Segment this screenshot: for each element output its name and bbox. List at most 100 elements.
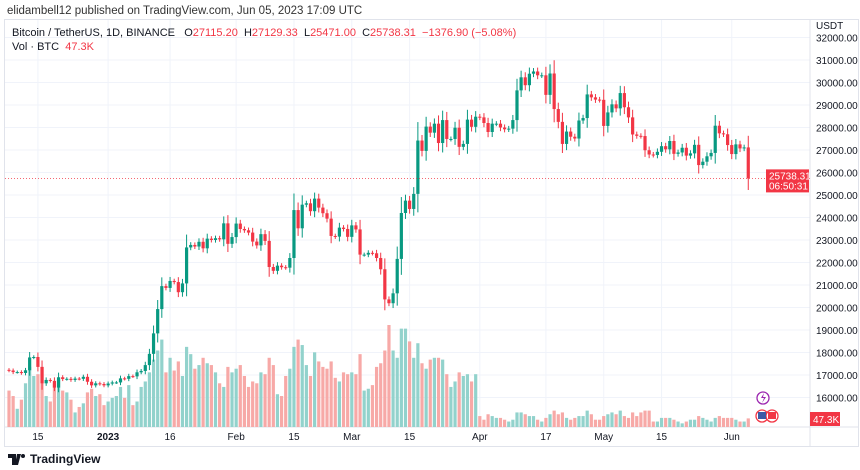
candle-body <box>391 293 395 304</box>
candle-body <box>292 210 296 258</box>
candle-body <box>449 138 453 140</box>
tradingview-footer[interactable]: TradingView <box>8 452 100 466</box>
volume-bar <box>168 357 172 427</box>
last-volume-badge <box>810 412 840 426</box>
candle-body <box>98 383 102 385</box>
volume-bar <box>474 374 478 427</box>
candle-body <box>626 107 631 118</box>
volume-bar <box>69 399 73 427</box>
volume-bar <box>589 414 593 427</box>
open-label: O <box>184 27 193 39</box>
volume-bar <box>110 397 114 427</box>
volume-bar <box>325 368 329 427</box>
volume-bar <box>449 386 453 427</box>
candle-body <box>189 244 193 248</box>
candle-body <box>552 73 556 110</box>
publisher-line: elidambell12 published on TradingView.co… <box>7 5 363 17</box>
candle-body <box>118 378 123 383</box>
y-tick-label: 18000.00 <box>816 349 858 360</box>
volume-bar <box>56 379 61 427</box>
volume-bar <box>251 381 255 427</box>
candle-body <box>296 210 300 229</box>
volume-bar <box>527 416 531 427</box>
candle-body <box>350 225 354 237</box>
volume-bar <box>453 381 457 427</box>
volume-bar <box>556 414 560 427</box>
volume-bar <box>697 416 701 427</box>
candle-body <box>279 265 284 268</box>
symbol-title[interactable]: Bitcoin / TetherUS, 1D, BINANCE <box>12 27 176 39</box>
y-tick-label: 22000.00 <box>816 259 858 270</box>
volume-bar <box>135 401 139 427</box>
candle-body <box>32 357 36 358</box>
volume-bar <box>391 350 395 427</box>
candle-body <box>527 73 531 86</box>
candle-body <box>420 140 424 151</box>
y-tick-label: 28000.00 <box>816 124 858 135</box>
volume-bar <box>267 357 271 427</box>
y-tick-label: 19000.00 <box>816 326 858 337</box>
candle-body <box>317 198 321 208</box>
candle-body <box>453 127 457 139</box>
candle-body <box>507 128 511 130</box>
candle-body <box>333 235 337 237</box>
candle-body <box>709 152 713 157</box>
candle-body <box>680 147 684 153</box>
candle-body <box>263 234 267 241</box>
candle-body <box>540 75 544 77</box>
candle-body <box>560 121 565 144</box>
candle-body <box>73 378 77 380</box>
volume-bar <box>160 339 164 427</box>
candle-body <box>746 147 750 179</box>
candle-body <box>288 258 292 268</box>
candle-body <box>684 147 688 156</box>
x-tick-label: Mar <box>343 432 361 443</box>
candle-body <box>408 200 412 209</box>
candle-body <box>102 384 106 386</box>
candle-body <box>564 131 569 144</box>
volume-bar <box>234 368 238 427</box>
y-tick-label: 26000.00 <box>816 169 858 180</box>
close-value: 25738.31 <box>370 27 416 39</box>
y-tick-label: 29000.00 <box>816 101 858 112</box>
volume-bar <box>44 396 48 427</box>
candle-body <box>193 244 197 247</box>
tradingview-logo-icon <box>8 453 25 465</box>
volume-bar <box>408 341 412 427</box>
volume-bar <box>337 381 341 427</box>
candle-body <box>48 379 52 381</box>
volume-bar <box>519 412 523 427</box>
y-tick-label: 24000.00 <box>816 214 858 225</box>
volume-bar <box>366 388 370 427</box>
volume-bar <box>399 328 403 427</box>
volume-bar <box>52 383 57 427</box>
volume-bar <box>680 423 684 427</box>
candle-body <box>143 365 147 371</box>
candle-body <box>52 380 57 388</box>
close-label: C <box>362 27 371 39</box>
volume-bar <box>94 396 98 427</box>
candle-body <box>651 154 655 156</box>
volume-bar <box>436 357 441 427</box>
candle-body <box>639 135 643 137</box>
candle-body <box>692 144 697 154</box>
volume-bar <box>701 417 705 427</box>
volume-bar <box>424 368 428 427</box>
y-tick-label: 20000.00 <box>816 304 858 315</box>
high-value: 27129.33 <box>251 27 298 39</box>
volume-bar <box>560 412 565 427</box>
candle-body <box>441 120 445 144</box>
candle-body <box>354 225 358 230</box>
volume-bar <box>379 363 383 427</box>
volume-bar <box>622 416 626 427</box>
candle-body <box>610 104 614 113</box>
volume-bar <box>193 368 197 427</box>
candle-body <box>659 146 664 152</box>
volume-bar <box>259 372 263 427</box>
volume-bar <box>387 325 391 427</box>
volume-bar <box>102 405 106 427</box>
y-tick-label: 30000.00 <box>816 79 858 90</box>
volume-bar <box>478 416 482 427</box>
volume-bar <box>329 361 333 427</box>
